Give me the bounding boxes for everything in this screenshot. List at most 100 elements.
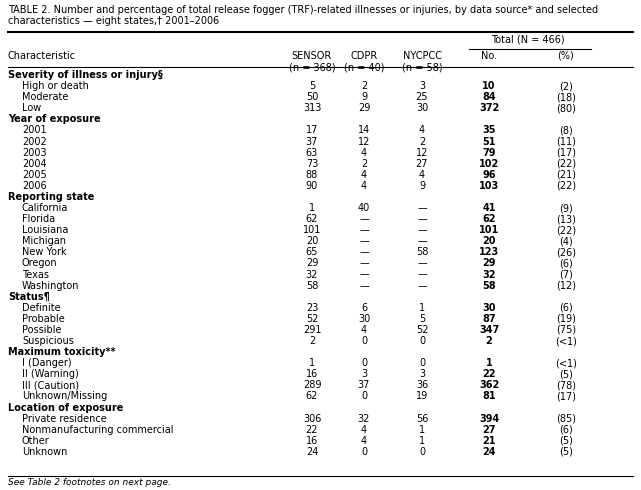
Text: Suspicious: Suspicious	[22, 336, 74, 346]
Text: 16: 16	[306, 369, 318, 379]
Text: I (Danger): I (Danger)	[22, 358, 72, 368]
Text: —: —	[417, 203, 427, 213]
Text: 101: 101	[479, 225, 499, 235]
Text: 3: 3	[419, 81, 425, 91]
Text: (9): (9)	[559, 203, 573, 213]
Text: 62: 62	[306, 392, 318, 401]
Text: 0: 0	[361, 358, 367, 368]
Text: (21): (21)	[556, 170, 576, 180]
Text: (26): (26)	[556, 247, 576, 257]
Text: 3: 3	[419, 369, 425, 379]
Text: 30: 30	[358, 314, 370, 324]
Text: Low: Low	[22, 103, 41, 113]
Text: Other: Other	[22, 436, 50, 446]
Text: 362: 362	[479, 380, 499, 391]
Text: (22): (22)	[556, 181, 576, 191]
Text: —: —	[359, 270, 369, 279]
Text: NYCPCC
(n = 58): NYCPCC (n = 58)	[402, 51, 442, 73]
Text: (75): (75)	[556, 325, 576, 335]
Text: 1: 1	[486, 358, 492, 368]
Text: —: —	[417, 258, 427, 269]
Text: (22): (22)	[556, 159, 576, 169]
Text: Severity of illness or injury§: Severity of illness or injury§	[8, 70, 163, 80]
Text: (%): (%)	[558, 51, 574, 61]
Text: (17): (17)	[556, 147, 576, 158]
Text: Nonmanufacturing commercial: Nonmanufacturing commercial	[22, 425, 174, 435]
Text: 0: 0	[361, 392, 367, 401]
Text: Louisiana: Louisiana	[22, 225, 69, 235]
Text: 30: 30	[416, 103, 428, 113]
Text: 23: 23	[306, 303, 318, 313]
Text: Probable: Probable	[22, 314, 65, 324]
Text: (<1): (<1)	[555, 358, 577, 368]
Text: (80): (80)	[556, 103, 576, 113]
Text: 16: 16	[306, 436, 318, 446]
Text: (6): (6)	[559, 425, 573, 435]
Text: —: —	[359, 214, 369, 224]
Text: 9: 9	[419, 181, 425, 191]
Text: 9: 9	[361, 92, 367, 102]
Text: 65: 65	[306, 247, 318, 257]
Text: 2: 2	[361, 81, 367, 91]
Text: (5): (5)	[559, 369, 573, 379]
Text: —: —	[417, 225, 427, 235]
Text: 37: 37	[306, 137, 318, 147]
Text: Florida: Florida	[22, 214, 55, 224]
Text: 10: 10	[482, 81, 495, 91]
Text: 81: 81	[482, 392, 495, 401]
Text: 3: 3	[361, 369, 367, 379]
Text: Characteristic: Characteristic	[8, 51, 76, 61]
Text: 5: 5	[309, 81, 315, 91]
Text: 2006: 2006	[22, 181, 47, 191]
Text: 32: 32	[482, 270, 495, 279]
Text: 29: 29	[306, 258, 318, 269]
Text: (6): (6)	[559, 258, 573, 269]
Text: 306: 306	[303, 414, 321, 424]
Text: —: —	[417, 270, 427, 279]
Text: California: California	[22, 203, 69, 213]
Text: TABLE 2. Number and percentage of total release fogger (TRF)-related illnesses o: TABLE 2. Number and percentage of total …	[8, 5, 598, 15]
Text: 24: 24	[306, 447, 318, 457]
Text: New York: New York	[22, 247, 67, 257]
Text: 2005: 2005	[22, 170, 47, 180]
Text: Moderate: Moderate	[22, 92, 69, 102]
Text: 20: 20	[482, 236, 495, 246]
Text: (6): (6)	[559, 303, 573, 313]
Text: 25: 25	[416, 92, 428, 102]
Text: (85): (85)	[556, 414, 576, 424]
Text: Location of exposure: Location of exposure	[8, 403, 123, 413]
Text: 4: 4	[361, 147, 367, 158]
Text: 32: 32	[358, 414, 370, 424]
Text: 58: 58	[306, 281, 318, 291]
Text: 62: 62	[482, 214, 495, 224]
Text: 27: 27	[416, 159, 428, 169]
Text: (19): (19)	[556, 314, 576, 324]
Text: 4: 4	[361, 436, 367, 446]
Text: (17): (17)	[556, 392, 576, 401]
Text: (18): (18)	[556, 92, 576, 102]
Text: Washington: Washington	[22, 281, 79, 291]
Text: 17: 17	[306, 125, 318, 135]
Text: 63: 63	[306, 147, 318, 158]
Text: 123: 123	[479, 247, 499, 257]
Text: 4: 4	[419, 170, 425, 180]
Text: 1: 1	[419, 425, 425, 435]
Text: —: —	[359, 247, 369, 257]
Text: No.: No.	[481, 51, 497, 61]
Text: 1: 1	[419, 436, 425, 446]
Text: 1: 1	[309, 203, 315, 213]
Text: 87: 87	[482, 314, 495, 324]
Text: —: —	[417, 281, 427, 291]
Text: 291: 291	[303, 325, 321, 335]
Text: (8): (8)	[559, 125, 573, 135]
Text: Definite: Definite	[22, 303, 61, 313]
Text: 56: 56	[416, 414, 428, 424]
Text: 84: 84	[482, 92, 495, 102]
Text: CDPR
(n = 40): CDPR (n = 40)	[344, 51, 384, 73]
Text: 12: 12	[358, 137, 370, 147]
Text: 4: 4	[361, 325, 367, 335]
Text: Reporting state: Reporting state	[8, 192, 94, 202]
Text: (5): (5)	[559, 447, 573, 457]
Text: (78): (78)	[556, 380, 576, 391]
Text: (13): (13)	[556, 214, 576, 224]
